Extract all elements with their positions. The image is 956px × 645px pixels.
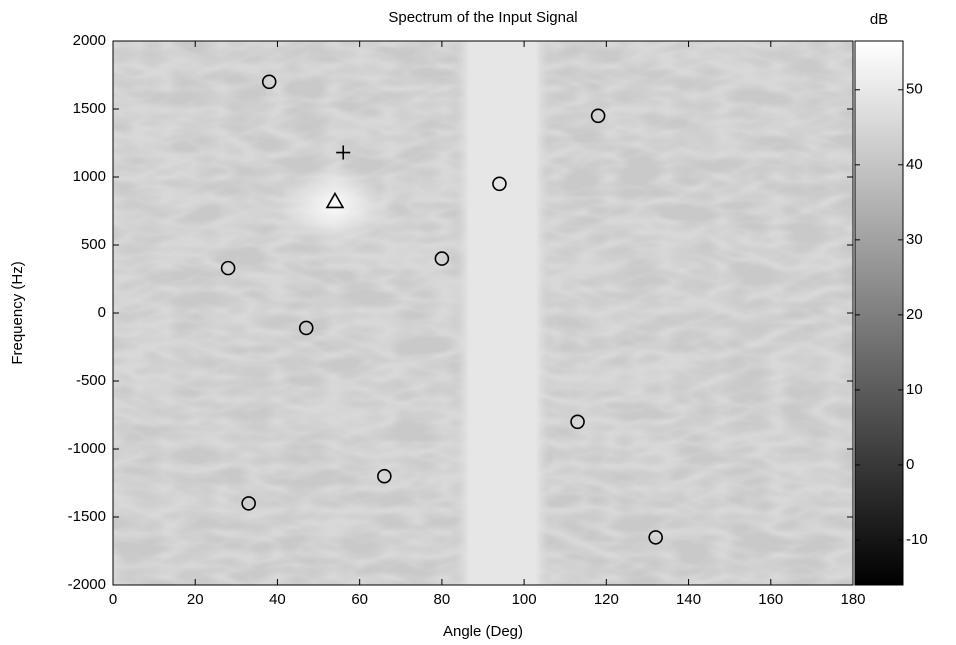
x-tick-label: 60 <box>351 591 368 608</box>
x-tick-label: 40 <box>269 591 286 608</box>
y-tick-label: 1500 <box>73 100 106 117</box>
x-tick-label: 80 <box>434 591 451 608</box>
colorbar-tick-label: 30 <box>906 231 923 248</box>
y-tick-label: -500 <box>76 372 106 389</box>
marker-plus <box>336 145 351 160</box>
y-axis-label: Frequency (Hz) <box>9 261 26 364</box>
x-tick-label: 0 <box>109 591 117 608</box>
colorbar-tick-label: 50 <box>906 81 923 98</box>
marker-circle <box>492 176 507 192</box>
y-tick-label: 1000 <box>73 168 106 185</box>
colorbar-tick-label: -10 <box>906 531 928 548</box>
x-tick-label: 160 <box>758 591 783 608</box>
colorbar-tick-label: 40 <box>906 156 923 173</box>
x-tick-label: 100 <box>512 591 537 608</box>
colorbar-tick-label: 0 <box>906 456 914 473</box>
y-tick-label: -2000 <box>68 576 106 593</box>
y-tick-label: 500 <box>81 236 106 253</box>
x-tick-label: 20 <box>187 591 204 608</box>
x-axis-label: Angle (Deg) <box>443 623 523 640</box>
marker-circle <box>570 414 585 430</box>
colorbar-label: dB <box>870 11 888 28</box>
x-tick-label: 120 <box>594 591 619 608</box>
x-tick-label: 140 <box>676 591 701 608</box>
spectrum-image <box>113 41 853 585</box>
colorbar-tick-label: 10 <box>906 381 923 398</box>
y-tick-label: -1500 <box>68 508 106 525</box>
y-tick-label: -1000 <box>68 440 106 457</box>
x-tick-label: 180 <box>840 591 865 608</box>
y-tick-label: 0 <box>98 304 106 321</box>
colorbar <box>854 40 904 586</box>
colorbar-tick-label: 20 <box>906 306 923 323</box>
marker-circle <box>261 74 277 90</box>
marker-triangle <box>325 191 345 209</box>
marker-circle <box>377 468 392 484</box>
chart-title: Spectrum of the Input Signal <box>388 9 577 26</box>
marker-circle <box>298 320 314 336</box>
y-tick-label: 2000 <box>73 32 106 49</box>
marker-circle <box>648 530 663 545</box>
marker-circle <box>241 496 256 511</box>
marker-circle <box>590 108 606 124</box>
marker-circle <box>434 251 450 266</box>
marker-circle <box>220 260 236 276</box>
